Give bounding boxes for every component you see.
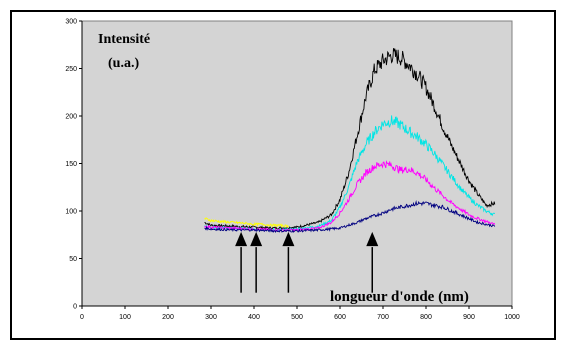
series-layer bbox=[204, 48, 496, 233]
y-tick-label: 250 bbox=[65, 66, 77, 73]
y-tick-label: 200 bbox=[65, 114, 77, 121]
y-tick-label: 100 bbox=[65, 209, 77, 216]
series-line-1 bbox=[204, 48, 496, 230]
arrow-head bbox=[282, 231, 295, 247]
ticks-layer: 0 100 200 300 400 500 600 700 800 900 1000 0 50 100 15… bbox=[65, 19, 520, 322]
x-tick-label: 700 bbox=[377, 314, 389, 321]
annotation-arrow bbox=[235, 231, 248, 293]
annotation-arrow bbox=[282, 231, 295, 293]
x-tick-label: 1000 bbox=[504, 314, 520, 321]
x-tick-label: 200 bbox=[162, 314, 174, 321]
annotation-arrow bbox=[250, 231, 263, 293]
arrow-head bbox=[250, 231, 263, 247]
chart-frame: 0 100 200 300 400 500 600 700 800 900 1000 0 50 100 15… bbox=[10, 10, 556, 340]
y-tick-label: 0 bbox=[73, 304, 77, 311]
y-axis-label-line2: (u.a.) bbox=[108, 56, 139, 71]
arrows-layer bbox=[235, 231, 379, 293]
x-tick-label: 800 bbox=[420, 314, 432, 321]
y-tick-label: 300 bbox=[65, 19, 77, 26]
arrow-head bbox=[366, 231, 379, 247]
x-tick-label: 0 bbox=[80, 314, 84, 321]
x-tick-label: 100 bbox=[119, 314, 131, 321]
plot-area bbox=[81, 20, 513, 307]
series-line-4 bbox=[204, 200, 496, 233]
y-tick-label: 50 bbox=[69, 256, 77, 263]
annotation-arrow bbox=[366, 231, 379, 293]
x-tick-label: 600 bbox=[334, 314, 346, 321]
series-line-2 bbox=[204, 115, 496, 232]
x-tick-label: 500 bbox=[291, 314, 303, 321]
series-line-5 bbox=[204, 217, 289, 229]
x-tick-label: 300 bbox=[205, 314, 217, 321]
x-tick-label: 900 bbox=[463, 314, 475, 321]
arrow-head bbox=[235, 231, 248, 247]
y-axis-label-line1: Intensité bbox=[98, 32, 150, 47]
chart-svg: 0 100 200 300 400 500 600 700 800 900 1000 0 50 100 15… bbox=[65, 19, 520, 322]
y-tick-label: 150 bbox=[65, 161, 77, 168]
x-axis-label: longueur d'onde (nm) bbox=[330, 289, 469, 305]
x-tick-label: 400 bbox=[248, 314, 260, 321]
